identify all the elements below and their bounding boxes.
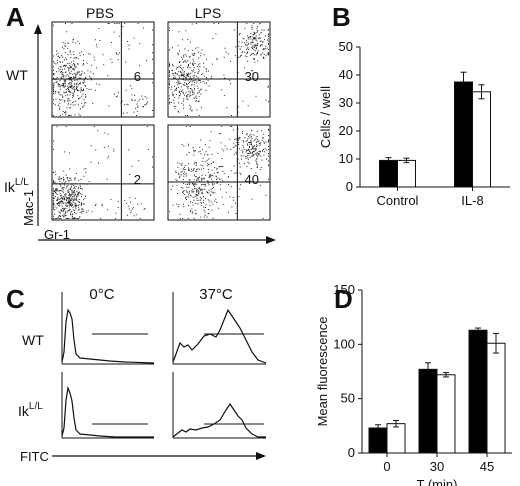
y-tick-label: 20: [339, 123, 353, 138]
panel-a-row-wt: WT: [6, 67, 28, 83]
bar: [454, 81, 473, 188]
flow-dots-0: [53, 23, 153, 116]
y-axis-label: Mean fluorescence: [315, 317, 330, 427]
x-tick-label: 45: [480, 459, 494, 474]
bar: [386, 423, 406, 454]
bar: [436, 374, 456, 454]
panel-a-col-lps: LPS: [195, 5, 221, 21]
histogram-ik-37c: [172, 372, 266, 439]
quadrant-value-ik-pbs: 2: [134, 172, 141, 187]
y-tick-label: 40: [339, 67, 353, 82]
panel-c-col-0c: 0°C: [89, 286, 114, 303]
flow-plot-ik-lps: [167, 124, 271, 221]
flow-dots-1: [169, 23, 269, 116]
flow-dots-3: [169, 126, 269, 219]
y-tick-label: 100: [333, 336, 355, 351]
chart-b: B 0 10 20 30 40 50 Cells / well Control IL-8: [318, 2, 510, 208]
mac1-axis-label: Mac-1: [21, 190, 36, 226]
y-tick-label: 0: [348, 445, 355, 460]
x-tick-label: IL-8: [461, 193, 483, 208]
bar: [379, 159, 398, 188]
fitc-axis-arrow-icon: [256, 452, 266, 460]
histogram-wt-0c: [61, 292, 155, 365]
panel-c-row-ik-sup: L/L: [29, 401, 43, 412]
x-tick-label: 0: [383, 459, 390, 474]
y-tick-label: 50: [341, 391, 355, 406]
bar: [368, 427, 388, 454]
histogram-wt-37c: [172, 292, 267, 365]
y-tick-label: 10: [339, 151, 353, 166]
chart-d: D 0 50 100 150 Mean fluorescence 0 30 45 T (min): [315, 282, 512, 486]
quadrant-value-ik-lps: 40: [245, 172, 259, 187]
bar: [468, 329, 488, 454]
flow-plot-wt-lps: [167, 21, 271, 118]
y-axis-label: Cells / well: [318, 86, 333, 148]
fitc-axis-label: FITC: [20, 449, 49, 464]
panel-a-col-pbs: PBS: [86, 5, 114, 21]
flow-dots-2: [53, 126, 153, 219]
panel-a-row-ik: IkL/L: [4, 177, 29, 195]
x-axis-label: T (min): [417, 477, 458, 486]
panel-a-row-ik-main: Ik: [4, 179, 16, 195]
gr1-axis-arrow-icon: [266, 236, 276, 244]
flow-plot-ik-pbs: [51, 124, 155, 221]
y-tick-label: 50: [339, 39, 353, 54]
panel-c-col-37c: 37°C: [199, 286, 233, 303]
panel-a-row-ik-sup: L/L: [15, 177, 29, 188]
mac1-axis-arrow-icon: [34, 24, 42, 34]
panel-c-label: C: [6, 284, 25, 314]
x-tick-label: Control: [377, 193, 419, 208]
quadrant-value-wt-pbs: 6: [134, 69, 141, 84]
x-tick-label: 30: [430, 459, 444, 474]
flow-plots: [51, 21, 271, 221]
y-tick-label: 30: [339, 95, 353, 110]
y-tick-label: 0: [346, 179, 353, 194]
panel-a-label: A: [6, 2, 25, 32]
bar: [397, 159, 416, 188]
histogram-plots: [61, 292, 267, 439]
panel-b-label: B: [332, 2, 351, 32]
bar: [472, 91, 491, 188]
panel-c-row-ik: IkL/L: [18, 401, 43, 419]
bar: [418, 368, 438, 454]
gr1-axis-label: Gr-1: [44, 227, 70, 242]
quadrant-value-wt-lps: 30: [245, 69, 259, 84]
y-tick-label: 150: [333, 282, 355, 297]
histogram-ik-0c: [61, 372, 154, 439]
panel-c-row-ik-main: Ik: [18, 403, 30, 419]
panel-d-label: D: [334, 284, 353, 314]
panel-c-row-wt: WT: [22, 332, 44, 348]
bar: [486, 342, 506, 454]
